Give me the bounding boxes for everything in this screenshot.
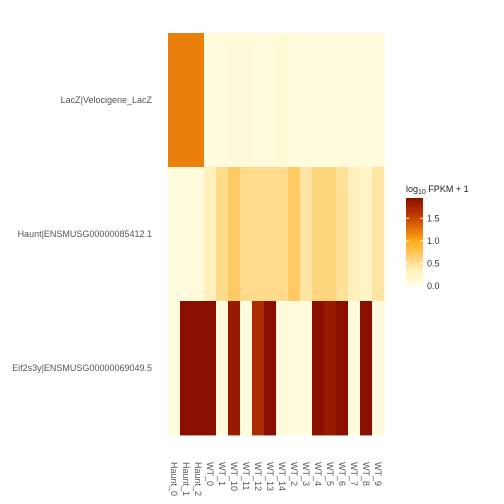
column-label: WT_2	[289, 462, 299, 486]
heatmap-cell	[300, 167, 313, 302]
row-label: LacZ|Velocigene_LacZ	[61, 95, 153, 105]
color-legend: log10 FPKM + 1 0.0 0.5 1.0 1.5	[406, 184, 469, 291]
column-label: WT_5	[325, 462, 335, 486]
column-label: WT_9	[373, 462, 383, 486]
heatmap-cell	[252, 167, 265, 302]
heatmap-cell	[336, 33, 349, 168]
heatmap-cell	[300, 301, 313, 436]
legend-tick-label: 0.0	[427, 281, 440, 291]
heatmap-cell	[168, 33, 181, 168]
heatmap-cell	[204, 33, 217, 168]
row-label: Haunt|ENSMUSG00000085412.1	[18, 229, 152, 239]
heatmap-cell	[288, 301, 301, 436]
column-label: WT_3	[301, 462, 311, 486]
heatmap-cell	[192, 33, 205, 168]
column-label: WT_4	[313, 462, 323, 486]
heatmap-cell	[180, 33, 193, 168]
row-label: Eif2s3y|ENSMUSG00000069049.5	[12, 363, 152, 373]
heatmap-cell	[324, 301, 337, 436]
heatmap-cell	[192, 167, 205, 302]
legend-tick-label: 0.5	[427, 258, 440, 268]
legend-tick-label: 1.5	[427, 213, 440, 223]
heatmap-cell	[240, 301, 253, 436]
heatmap-cell	[276, 167, 289, 302]
heatmap-cell	[372, 167, 385, 302]
column-label: Haunt_2	[193, 462, 203, 496]
heatmap-cell	[312, 301, 325, 436]
heatmap-cell	[228, 33, 241, 168]
heatmap-cell	[288, 167, 301, 302]
column-label: WT_11	[241, 462, 251, 490]
heatmap-cell	[168, 301, 181, 436]
legend-title-suffix: FPKM + 1	[426, 184, 469, 194]
heatmap-cell	[312, 167, 325, 302]
column-label: WT_14	[277, 462, 287, 491]
heatmap-cell	[312, 33, 325, 168]
heatmap-cell	[276, 33, 289, 168]
column-label: WT_1	[217, 462, 227, 486]
heatmap-cell	[348, 167, 361, 302]
legend-title-prefix: log	[406, 184, 418, 194]
heatmap-cells	[168, 33, 385, 436]
heatmap-cell	[372, 33, 385, 168]
heatmap-cell	[360, 301, 373, 436]
heatmap-cell	[168, 167, 181, 302]
heatmap-cell	[216, 301, 229, 436]
heatmap-cell	[336, 167, 349, 302]
heatmap-cell	[252, 301, 265, 436]
heatmap-cell	[360, 167, 373, 302]
heatmap-cell	[348, 301, 361, 436]
column-label: Haunt_1	[181, 462, 191, 496]
legend-title: log10 FPKM + 1	[406, 184, 469, 196]
heatmap-cell	[204, 301, 217, 436]
heatmap-cell	[276, 301, 289, 436]
heatmap-cell	[288, 33, 301, 168]
legend-title-subscript: 10	[418, 189, 426, 196]
heatmap-cell	[240, 167, 253, 302]
heatmap-cell	[180, 301, 193, 436]
row-labels: LacZ|Velocigene_LacZ Haunt|ENSMUSG0000008…	[12, 95, 152, 373]
column-label: WT_13	[265, 462, 275, 491]
heatmap-cell	[372, 301, 385, 436]
legend-ticks: 0.0 0.5 1.0 1.5	[406, 213, 440, 291]
heatmap-cell	[180, 167, 193, 302]
heatmap-cell	[240, 33, 253, 168]
column-labels: Haunt_0 Haunt_1 Haunt_2 WT_0 WT_1 WT_10 WT_11 W…	[169, 462, 383, 496]
heatmap-cell	[228, 301, 241, 436]
column-label: WT_0	[205, 462, 215, 486]
heatmap-cell	[216, 167, 229, 302]
heatmap-cell	[324, 33, 337, 168]
legend-tick-label: 1.0	[427, 236, 440, 246]
heatmap-cell	[336, 301, 349, 436]
heatmap-cell	[204, 167, 217, 302]
heatmap-cell	[264, 167, 277, 302]
heatmap-cell	[300, 33, 313, 168]
heatmap-cell	[264, 33, 277, 168]
column-label: WT_6	[337, 462, 347, 486]
heatmap-cell	[264, 301, 277, 436]
column-label: WT_10	[229, 462, 239, 491]
heatmap-cell	[228, 167, 241, 302]
column-label: WT_7	[349, 462, 359, 486]
column-label: Haunt_0	[169, 462, 179, 496]
column-label: WT_12	[253, 462, 263, 491]
legend-colorbar	[406, 198, 423, 286]
heatmap-cell	[324, 167, 337, 302]
heatmap-cell	[216, 33, 229, 168]
heatmap-cell	[252, 33, 265, 168]
heatmap-cell	[348, 33, 361, 168]
heatmap-cell	[360, 33, 373, 168]
heatmap-cell	[192, 301, 205, 436]
column-label: WT_8	[361, 462, 371, 486]
